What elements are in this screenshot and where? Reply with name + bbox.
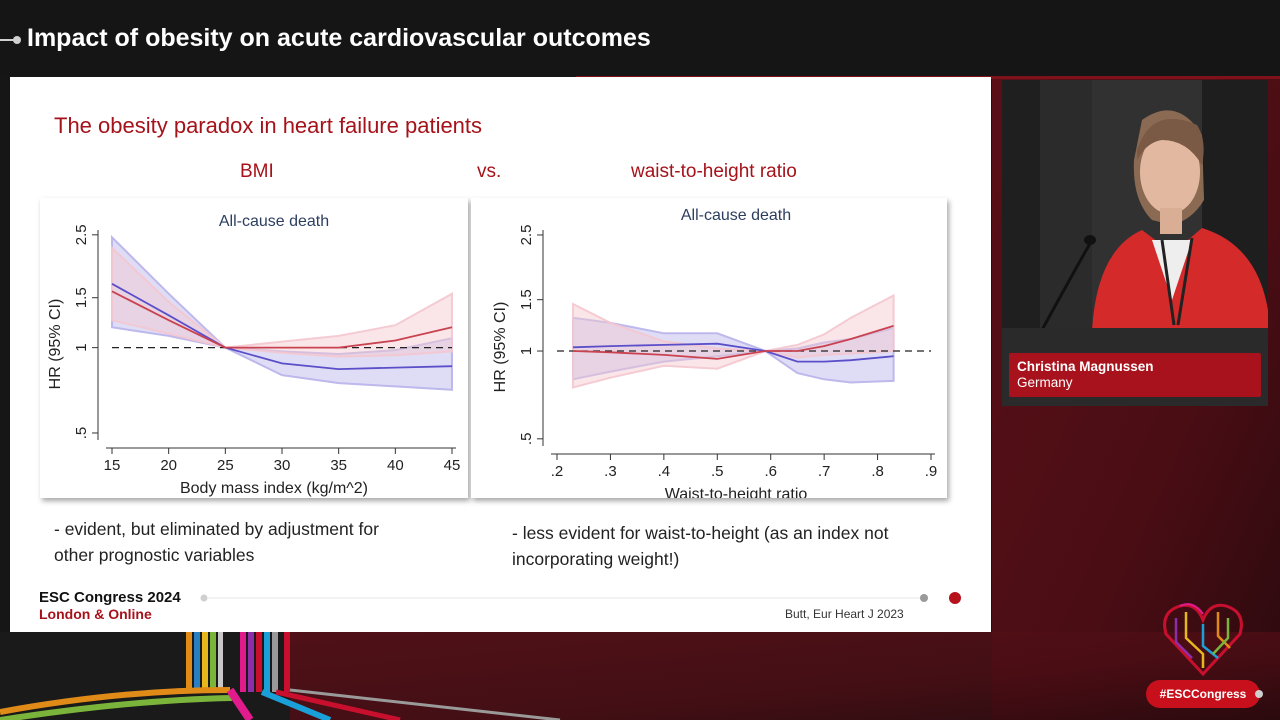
metro-lines-decoration	[0, 632, 561, 720]
y-axis-label: HR (95% CI)	[47, 299, 64, 390]
x-axis-label: Waist-to-height ratio	[665, 486, 808, 498]
y-tick-label: .5	[518, 433, 535, 446]
bmi-chart-panel: All-cause death 15 20 25 30 35 40 45 .5 1 1.5 2.5 Bo…	[40, 198, 468, 498]
series-line-blue	[111, 283, 453, 371]
x-tick-label: .4	[658, 463, 671, 480]
x-tick-label: 35	[330, 457, 347, 474]
whtr-chart-panel: All-cause death .2 .3 .4 .5 .6 .7 .8 .9 .5 1 1.5 2.5…	[471, 198, 947, 498]
x-tick-label: 15	[104, 457, 121, 474]
x-tick-label: 45	[444, 457, 461, 474]
footer-location: London & Online	[39, 606, 152, 622]
speaker-country: Germany	[1017, 375, 1073, 390]
x-tick-label: 40	[387, 457, 404, 474]
x-tick-label: .5	[711, 463, 724, 480]
chart-title: All-cause death	[681, 207, 791, 224]
x-tick-label: .9	[925, 463, 938, 480]
header-marker-dot	[13, 36, 21, 44]
vs-label: vs.	[477, 161, 502, 182]
slide-progress-track	[200, 592, 961, 604]
x-tick-label: .7	[818, 463, 831, 480]
x-tick-label: .8	[871, 463, 884, 480]
header-title: Impact of obesity on acute cardiovascula…	[27, 24, 651, 52]
x-tick-label: .2	[551, 463, 564, 480]
series-line-red	[572, 324, 894, 360]
left-bullet: - evident, but eliminated by adjustment …	[54, 516, 379, 568]
y-tick-label: .5	[73, 427, 90, 440]
esc-congress-logo	[1163, 603, 1243, 677]
chart-title: All-cause death	[219, 213, 329, 230]
header-bar: Impact of obesity on acute cardiovascula…	[0, 0, 1280, 76]
speaker-video	[1002, 80, 1268, 406]
bmi-chart: All-cause death 15 20 25 30 35 40 45 .5 1 1.5 2.5 Bo…	[47, 213, 461, 497]
y-tick-label: 1	[73, 343, 90, 351]
header-marker-line	[0, 39, 14, 41]
x-axis-label: Body mass index (kg/m^2)	[180, 480, 368, 497]
right-bullet-line2: incorporating weight!)	[512, 549, 680, 569]
left-bullet-line2: other prognostic variables	[54, 545, 255, 565]
right-bullet: - less evident for waist-to-height (as a…	[512, 520, 888, 572]
x-tick-label: .6	[764, 463, 777, 480]
y-tick-label: 1	[518, 347, 535, 355]
left-bullet-line1: - evident, but eliminated by adjustment …	[54, 519, 379, 539]
x-tick-label: 30	[274, 457, 291, 474]
y-tick-label: 1.5	[518, 289, 535, 310]
speaker-image	[1002, 80, 1268, 406]
x-tick-label: .3	[604, 463, 617, 480]
y-tick-label: 2.5	[73, 224, 90, 245]
footer-citation: Butt, Eur Heart J 2023	[785, 607, 904, 621]
speaker-name: Christina Magnussen	[1017, 359, 1154, 374]
footer-event: ESC Congress 2024	[39, 589, 181, 606]
speaker-lower-third: Christina Magnussen Germany	[1009, 353, 1261, 397]
slide-title: The obesity paradox in heart failure pat…	[54, 113, 483, 138]
right-heading: waist-to-height ratio	[631, 161, 797, 182]
hashtag-badge: #ESCCongress	[1146, 680, 1260, 708]
y-tick-label: 1.5	[73, 287, 90, 308]
whtr-chart: All-cause death .2 .3 .4 .5 .6 .7 .8 .9 .5 1 1.5 2.5…	[492, 207, 938, 498]
presentation-slide: The obesity paradox in heart failure pat…	[10, 77, 991, 632]
y-axis-label: HR (95% CI)	[492, 302, 509, 393]
right-bullet-line1: - less evident for waist-to-height (as a…	[512, 523, 889, 543]
ci-band-red	[111, 245, 453, 358]
hashtag-dot	[1255, 690, 1263, 698]
x-tick-label: 25	[217, 457, 234, 474]
y-tick-label: 2.5	[518, 225, 535, 246]
series-line-red	[111, 290, 453, 349]
x-tick-label: 20	[160, 457, 177, 474]
left-heading: BMI	[240, 161, 274, 182]
